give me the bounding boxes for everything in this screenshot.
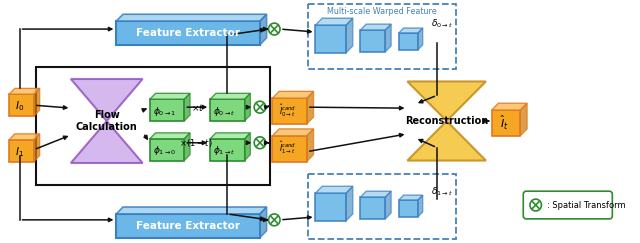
Polygon shape bbox=[116, 14, 267, 21]
Polygon shape bbox=[385, 24, 391, 52]
Polygon shape bbox=[210, 133, 250, 139]
Polygon shape bbox=[9, 140, 34, 162]
Text: Feature Extractor: Feature Extractor bbox=[136, 28, 240, 38]
Text: $\hat{I}_t$: $\hat{I}_t$ bbox=[500, 114, 509, 132]
Text: $I_0$: $I_0$ bbox=[15, 99, 24, 113]
Polygon shape bbox=[346, 18, 353, 53]
Polygon shape bbox=[408, 81, 486, 161]
Circle shape bbox=[530, 199, 541, 211]
Polygon shape bbox=[360, 191, 391, 197]
Polygon shape bbox=[116, 214, 260, 238]
Polygon shape bbox=[9, 88, 40, 94]
Text: $\hat{I}^{cand}_{1\to t}$: $\hat{I}^{cand}_{1\to t}$ bbox=[279, 139, 296, 156]
Polygon shape bbox=[307, 91, 314, 124]
Polygon shape bbox=[346, 186, 353, 221]
Polygon shape bbox=[418, 28, 423, 50]
Polygon shape bbox=[418, 195, 423, 217]
Polygon shape bbox=[316, 186, 353, 193]
Circle shape bbox=[269, 23, 280, 35]
Polygon shape bbox=[316, 25, 346, 53]
Polygon shape bbox=[385, 191, 391, 219]
Polygon shape bbox=[520, 103, 527, 136]
Polygon shape bbox=[210, 139, 244, 161]
Text: : Spatial Transform: : Spatial Transform bbox=[547, 200, 626, 209]
Polygon shape bbox=[399, 200, 418, 217]
Text: $\phi_{0\to1}$: $\phi_{0\to1}$ bbox=[152, 105, 176, 118]
Text: Reconstruction: Reconstruction bbox=[405, 116, 488, 126]
Circle shape bbox=[254, 101, 266, 113]
Text: Multi-scale Warped Feature: Multi-scale Warped Feature bbox=[327, 7, 437, 16]
Polygon shape bbox=[399, 33, 418, 50]
Text: $\phi_{0\to t}$: $\phi_{0\to t}$ bbox=[213, 105, 236, 118]
Polygon shape bbox=[210, 93, 250, 99]
Polygon shape bbox=[150, 93, 190, 99]
Polygon shape bbox=[260, 207, 267, 238]
Polygon shape bbox=[244, 133, 250, 161]
Polygon shape bbox=[150, 133, 190, 139]
Text: $\phi_{1\to t}$: $\phi_{1\to t}$ bbox=[213, 144, 236, 157]
Polygon shape bbox=[184, 133, 190, 161]
Polygon shape bbox=[244, 93, 250, 121]
Polygon shape bbox=[150, 99, 184, 121]
Polygon shape bbox=[316, 193, 346, 221]
Polygon shape bbox=[150, 139, 184, 161]
Polygon shape bbox=[260, 14, 267, 45]
Polygon shape bbox=[316, 18, 353, 25]
Text: $\times(1-t)$: $\times(1-t)$ bbox=[179, 137, 212, 149]
Circle shape bbox=[254, 137, 266, 149]
Polygon shape bbox=[273, 91, 314, 98]
Text: $\phi_{1\to0}$: $\phi_{1\to0}$ bbox=[152, 144, 176, 157]
Text: $I_1$: $I_1$ bbox=[15, 145, 24, 158]
Text: $\hat{I}^{cand}_{0\to t}$: $\hat{I}^{cand}_{0\to t}$ bbox=[279, 102, 296, 119]
Text: Flow
Calculation: Flow Calculation bbox=[76, 110, 138, 132]
Polygon shape bbox=[399, 28, 423, 33]
Polygon shape bbox=[210, 99, 244, 121]
Polygon shape bbox=[492, 110, 520, 136]
Polygon shape bbox=[399, 195, 423, 200]
FancyBboxPatch shape bbox=[524, 191, 612, 219]
Polygon shape bbox=[273, 136, 307, 162]
Polygon shape bbox=[273, 129, 314, 136]
Polygon shape bbox=[9, 134, 40, 140]
Circle shape bbox=[269, 214, 280, 226]
Polygon shape bbox=[360, 197, 385, 219]
Polygon shape bbox=[116, 207, 267, 214]
Polygon shape bbox=[9, 94, 34, 116]
Polygon shape bbox=[116, 21, 260, 45]
Polygon shape bbox=[360, 24, 391, 30]
Polygon shape bbox=[360, 30, 385, 52]
Polygon shape bbox=[184, 93, 190, 121]
Polygon shape bbox=[71, 79, 143, 163]
Polygon shape bbox=[34, 88, 40, 116]
Polygon shape bbox=[307, 129, 314, 162]
Text: Feature Extractor: Feature Extractor bbox=[136, 221, 240, 231]
Polygon shape bbox=[273, 98, 307, 124]
Text: $\delta_{0\to t}$: $\delta_{0\to t}$ bbox=[431, 18, 453, 30]
Text: $\delta_{1\to t}$: $\delta_{1\to t}$ bbox=[431, 186, 453, 199]
Polygon shape bbox=[34, 134, 40, 162]
Text: $\times t$: $\times t$ bbox=[191, 102, 204, 113]
Polygon shape bbox=[492, 103, 527, 110]
